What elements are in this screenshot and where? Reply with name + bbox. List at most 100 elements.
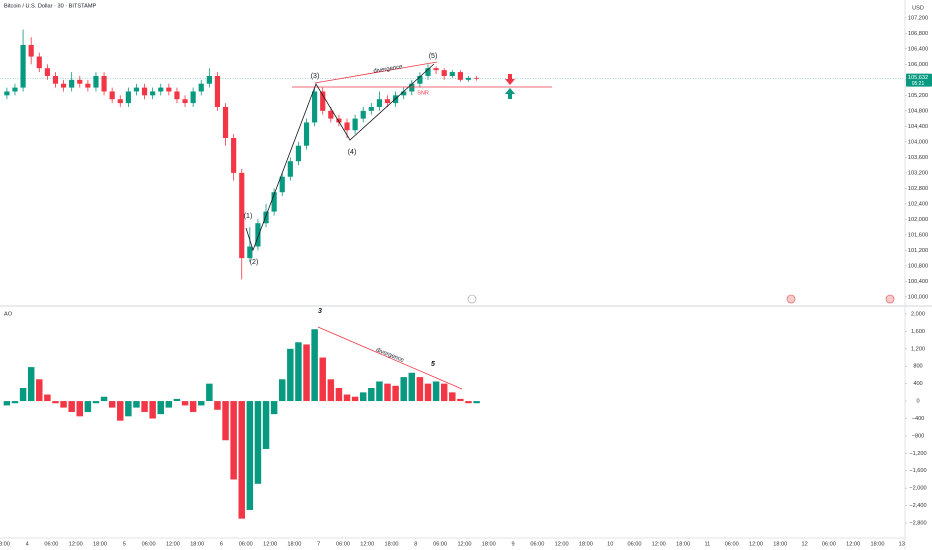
wave-label: (2)	[250, 259, 259, 266]
event-icon[interactable]	[786, 294, 796, 304]
ao-bar	[416, 377, 424, 402]
y-tick-label: 101,600	[908, 232, 928, 238]
ao-bar	[376, 381, 383, 402]
ao-bar	[287, 348, 294, 402]
candle-body	[449, 72, 455, 76]
candle-body	[336, 118, 342, 123]
ao-wave-label: 5	[431, 361, 435, 368]
y-tick-label: 100,400	[908, 279, 928, 285]
x-tick-label: 12	[801, 541, 807, 547]
candle-body	[109, 91, 115, 100]
y-tick-label: 104,000	[908, 139, 928, 145]
candle-body	[303, 122, 310, 146]
x-tick-label: 06:00	[433, 541, 447, 547]
y-tick-label: 1,200	[911, 346, 925, 352]
candle-body	[231, 137, 237, 173]
ao-bar	[359, 392, 367, 402]
ao-bar	[52, 401, 59, 404]
candle-body	[279, 176, 285, 193]
candle-body	[271, 192, 277, 212]
x-tick-label: 06:00	[336, 541, 350, 547]
ao-bar	[181, 401, 189, 406]
candle-body	[295, 145, 302, 162]
ao-bar	[473, 401, 480, 404]
ao-bar	[238, 401, 245, 519]
y-tick-label: 2,000	[911, 311, 925, 317]
x-tick-label: 06:00	[239, 541, 253, 547]
y-tick-label: −400	[912, 416, 925, 422]
ao-bar	[149, 401, 156, 419]
candle-body	[360, 110, 366, 119]
snr-label: SNR	[417, 90, 429, 96]
candle-body	[52, 75, 59, 84]
x-tick-label: 9	[511, 541, 514, 547]
divergence-label: divergence	[373, 64, 404, 75]
x-tick-label: 7	[317, 541, 320, 547]
ao-bar	[189, 401, 197, 412]
ao-bar	[254, 401, 262, 484]
x-tick-label: 18:00	[482, 541, 496, 547]
ao-bar	[222, 401, 229, 441]
ao-bar	[141, 401, 148, 412]
x-tick-label: 12:00	[555, 541, 569, 547]
candle-body	[320, 91, 326, 111]
candle-body	[174, 91, 180, 100]
y-tick-label: 102,400	[908, 201, 928, 207]
candle-body	[198, 83, 204, 92]
x-tick-label: 18:00	[676, 541, 690, 547]
ao-bar	[19, 388, 27, 402]
candle-body	[417, 75, 423, 84]
ao-bar	[125, 401, 132, 417]
ao-bar	[11, 401, 19, 404]
ao-bar	[449, 392, 456, 402]
candle-body	[312, 91, 318, 123]
candle-body	[425, 68, 431, 76]
ao-bar	[295, 342, 302, 402]
y-tick-label: −1,200	[909, 451, 926, 457]
candle-body	[465, 77, 472, 80]
candle-body	[352, 118, 358, 131]
candle-body	[384, 99, 391, 104]
buy-arrow	[505, 88, 515, 99]
ao-bar	[27, 367, 35, 402]
y-tick-label: −2,400	[909, 503, 926, 509]
x-tick-label: 8	[414, 541, 417, 547]
ao-bar	[457, 398, 464, 402]
event-icon[interactable]	[467, 294, 477, 304]
chart-title: Bitcoin / U.S. Dollar · 30 · BITSTAMP	[4, 3, 96, 9]
candle-body	[457, 72, 463, 80]
candle-body	[206, 75, 212, 84]
x-tick-label: 12:00	[263, 541, 277, 547]
ao-bar	[133, 401, 140, 408]
last-price-box	[906, 73, 932, 87]
ao-bar	[440, 383, 448, 402]
ao-bar	[392, 385, 399, 402]
candle-body	[150, 91, 156, 96]
ao-bar	[76, 401, 84, 417]
ao-bar	[117, 401, 124, 421]
ao-bar	[343, 394, 351, 402]
x-tick-label: 06:00	[628, 541, 642, 547]
ao-bar	[246, 401, 254, 510]
candle-body	[239, 172, 245, 259]
ao-bar	[327, 379, 335, 402]
candle-body	[77, 79, 83, 84]
ao-bar	[165, 401, 173, 408]
candle-body	[433, 68, 439, 71]
candle-body	[344, 122, 350, 131]
ao-bar	[278, 379, 286, 402]
ao-bar	[270, 401, 278, 415]
y-tick-label: 100,000	[908, 294, 928, 300]
x-tick-label: 10	[607, 541, 613, 547]
candle-body	[117, 99, 123, 104]
candle-body	[263, 211, 269, 224]
candle-body	[409, 83, 415, 92]
countdown-label: 05:21	[912, 81, 925, 87]
ao-divergence-line	[317, 326, 463, 390]
candle-body	[255, 223, 261, 247]
candle-body	[401, 91, 407, 96]
event-icon[interactable]	[885, 294, 895, 304]
x-tick-label: 4	[26, 541, 29, 547]
